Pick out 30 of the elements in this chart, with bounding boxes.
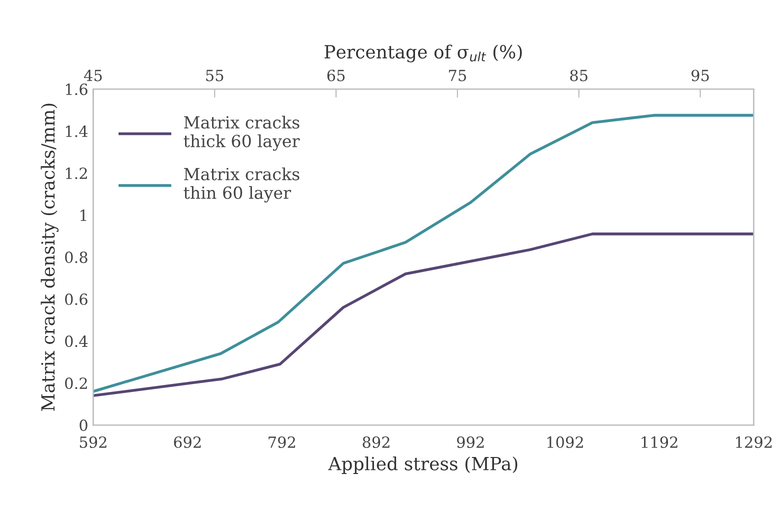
x2-tick-label: 75 (449, 70, 466, 82)
x-axis-title: Applied stress (MPa) (328, 456, 518, 474)
x2-tick-label: 95 (692, 70, 709, 82)
y-tick-label: 1.6 (66, 84, 88, 96)
x-tick-label: 792 (268, 436, 296, 448)
x2-tick-label: 85 (570, 70, 588, 82)
x2-axis-title: Percentage of σ$_{ult}$ (%) (324, 44, 522, 62)
y-axis-title: Matrix crack density (cracks/mm) (40, 104, 59, 411)
y-tick-label: 1.4 (66, 126, 88, 138)
x-tick-label: 992 (457, 436, 484, 448)
y-tick-label: 0 (80, 419, 88, 432)
x2-tick-label: 65 (327, 70, 345, 82)
legend-label: Matrix cracks thick 60 layer (184, 116, 300, 151)
x-tick-label: 1192 (642, 436, 678, 448)
y-tick-label: 1.2 (66, 168, 87, 180)
y-tick-label: 1 (80, 210, 86, 221)
x2-tick-label: 55 (206, 70, 224, 82)
y-tick-label: 0.2 (65, 377, 87, 390)
y-tick-label: 0.4 (65, 335, 88, 348)
x-tick-label: 1092 (547, 436, 583, 448)
x-tick-label: 592 (80, 436, 106, 448)
x-tick-label: 892 (362, 436, 390, 448)
x-tick-label: 692 (174, 436, 201, 448)
y-tick-label: 0.6 (65, 294, 88, 306)
x2-tick-label: 45 (84, 70, 102, 82)
x-tick-label: 1292 (736, 436, 772, 448)
line-series (93, 114, 754, 393)
y-tick-label: 0.8 (65, 252, 88, 264)
line-series (93, 232, 754, 398)
legend-label: Matrix cracks thin 60 layer (184, 167, 300, 202)
